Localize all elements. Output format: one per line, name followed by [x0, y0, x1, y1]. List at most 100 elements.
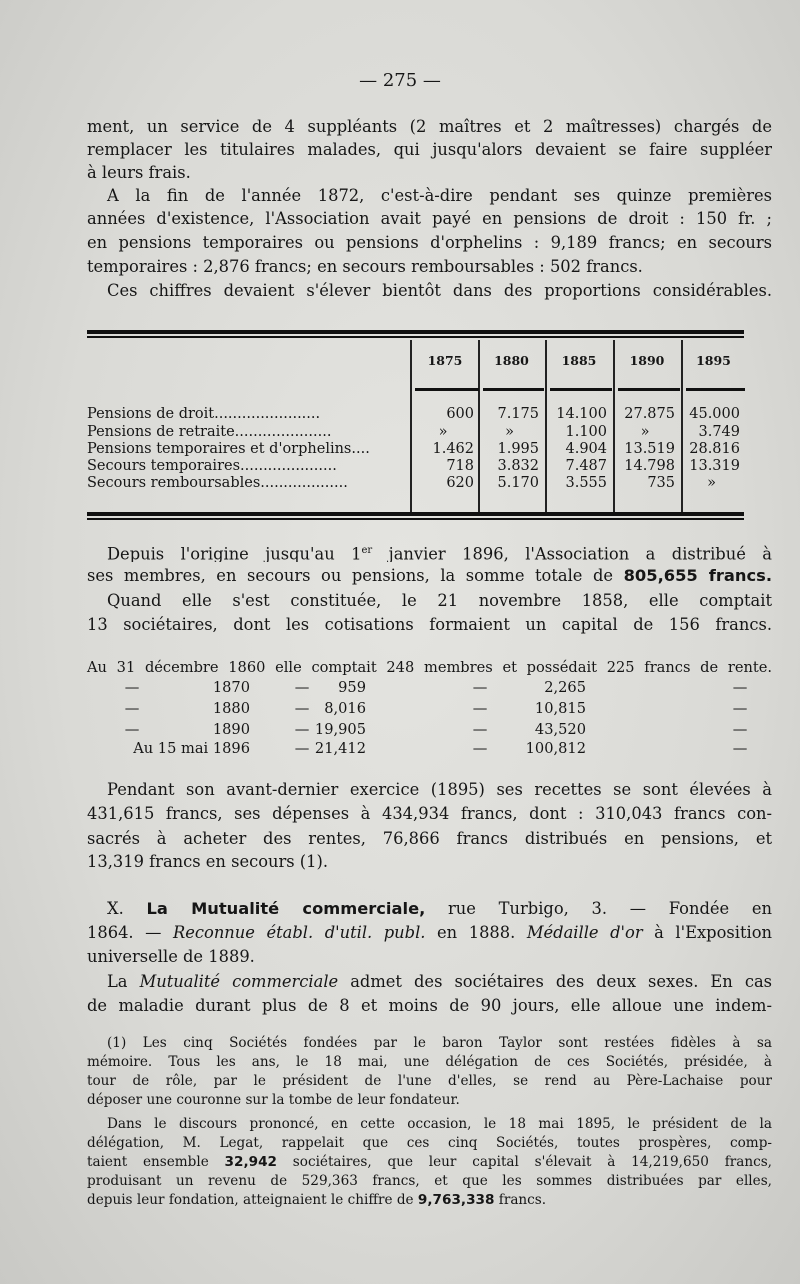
column-header: 1890: [629, 353, 665, 368]
membership-rente: 100,812: [525, 740, 586, 757]
table-top-rule-thin: [87, 336, 744, 338]
table-cell: 3.749: [698, 424, 740, 440]
text-segment: remplacer les titulaires malades, qui ju…: [87, 140, 772, 159]
membership-rente: 10,815: [534, 700, 586, 717]
footnote-line: déposer une couronne sur la tombe de leu…: [87, 1091, 772, 1109]
text-segment: en 1888.: [425, 923, 527, 942]
text-line: La Mutualité commerciale admet des socié…: [87, 971, 772, 993]
row-label: Pensions temporaires et d'orphelins....: [87, 441, 370, 457]
italic-text: Mutualité commerciale: [139, 972, 339, 991]
header-underline: [550, 388, 612, 391]
table-cell: 600: [446, 406, 474, 422]
text-segment: en pensions temporaires ou pensions d'or…: [87, 233, 772, 252]
membership-intro: Au 31 décembre 1860 elle comptait 248 me…: [87, 659, 772, 676]
column-divider: [478, 340, 480, 512]
table-cell: 28.816: [689, 441, 740, 457]
ditto-dash: —: [732, 740, 748, 757]
text-segment: ses membres, en secours ou pensions, la …: [87, 566, 624, 585]
table-cell: 13.319: [689, 458, 740, 474]
text-segment: francs.: [494, 1192, 547, 1208]
table-cell: 735: [647, 475, 675, 491]
table-cell: »: [505, 424, 514, 440]
text-segment: admet des sociétaires des deux sexes. En…: [338, 972, 772, 991]
table-cell: »: [640, 424, 650, 440]
text-line: à leurs frais.: [87, 162, 772, 184]
text-segment: er: [361, 545, 373, 556]
table-cell: 620: [446, 475, 474, 491]
text-segment: Pendant son avant-dernier exercice (1895…: [107, 780, 772, 799]
column-header: 1875: [427, 353, 463, 368]
text-segment: sacrés à acheter des rentes, 76,866 fran…: [87, 829, 772, 848]
footnote-line: Dans le discours prononcé, en cette occa…: [87, 1115, 772, 1137]
header-underline: [686, 388, 745, 391]
italic-text: Médaille d'or: [526, 923, 643, 942]
ditto-dash: —: [294, 721, 310, 738]
table-cell: 1.995: [497, 441, 539, 457]
table-cell: 1.462: [432, 441, 474, 457]
bold-text: 805,655 francs.: [623, 566, 772, 585]
membership-rente: 2,265: [544, 679, 586, 696]
text-line: 431,615 francs, ses dépenses à 434,934 f…: [87, 803, 772, 825]
ditto-dash: —: [124, 721, 140, 738]
column-divider: [681, 340, 683, 512]
text-line: 13,319 francs en secours (1).: [87, 851, 772, 873]
text-segment: A la fin de l'année 1872, c'est-à-dire p…: [107, 186, 772, 205]
text-segment: produisant un revenu de 529,363 francs, …: [87, 1173, 772, 1189]
italic-text: Reconnue établ. d'util. publ.: [173, 923, 426, 942]
table-cell: 27.875: [624, 406, 675, 422]
text-segment: 13,319 francs en secours (1).: [87, 852, 329, 871]
ditto-dash: —: [732, 679, 748, 696]
ditto-dash: —: [472, 721, 488, 738]
header-underline: [483, 388, 544, 391]
page-number: — 275 —: [359, 70, 441, 91]
ditto-dash: —: [472, 700, 488, 717]
text-line: années d'existence, l'Association avait …: [87, 208, 772, 230]
membership-date: 1880: [212, 700, 250, 717]
table-bottom-rule-thin: [87, 518, 744, 520]
text-segment: Quand elle s'est constituée, le 21 novem…: [107, 591, 772, 610]
text-segment: depuis leur fondation, atteignaient le c…: [87, 1192, 418, 1208]
text-line: X. La Mutualité commerciale, rue Turbigo…: [87, 898, 772, 920]
text-segment: La: [107, 972, 140, 991]
column-header: 1880: [494, 353, 529, 368]
ditto-dash: —: [294, 740, 310, 757]
membership-date: 1890: [212, 721, 250, 738]
membership-date: 1870: [212, 679, 250, 696]
text-segment: universelle de 1889.: [87, 947, 255, 966]
text-segment: de maladie durant plus de 8 et moins de …: [87, 996, 772, 1015]
text-segment: 1864. —: [87, 923, 173, 942]
membership-rente: 43,520: [534, 721, 586, 738]
ditto-dash: —: [472, 740, 488, 757]
ditto-dash: —: [124, 679, 140, 696]
column-header: 1885: [561, 353, 597, 368]
text-line: de maladie durant plus de 8 et moins de …: [87, 995, 772, 1017]
table-cell: 1.100: [565, 424, 607, 440]
ditto-dash: —: [472, 679, 488, 696]
text-segment: Dans le discours prononcé, en cette occa…: [107, 1116, 772, 1132]
text-line: en pensions temporaires ou pensions d'or…: [87, 232, 772, 254]
table-bottom-rule: [87, 512, 744, 516]
text-line: temporaires : 2,876 francs; en secours r…: [87, 256, 772, 278]
table-cell: »: [707, 475, 716, 491]
ditto-dash: —: [294, 700, 310, 717]
column-divider: [410, 340, 412, 512]
bold-text: 32,942: [224, 1154, 278, 1170]
text-segment: tour de rôle, par le président de l'une …: [87, 1073, 772, 1089]
text-segment: X.: [107, 899, 147, 918]
ditto-dash: —: [732, 721, 748, 738]
text-line: ment, un service de 4 suppléants (2 maît…: [87, 116, 772, 138]
footnote-line: délégation, M. Legat, rappelait que ces …: [87, 1134, 772, 1156]
table-cell: 45.000: [689, 406, 740, 422]
text-segment: déposer une couronne sur la tombe de leu…: [87, 1092, 460, 1108]
header-underline: [415, 388, 479, 391]
table-cell: 718: [446, 458, 474, 474]
text-line: Quand elle s'est constituée, le 21 novem…: [87, 590, 772, 612]
footnote-line: produisant un revenu de 529,363 francs, …: [87, 1172, 772, 1194]
text-segment: rue Turbigo, 3. — Fondée en: [425, 899, 772, 918]
table-cell: 5.170: [497, 475, 539, 491]
table-cell: »: [438, 424, 448, 440]
text-segment: sociétaires, que leur capital s'élevait …: [277, 1154, 772, 1170]
text-line: Ces chiffres devaient s'élever bientôt d…: [87, 280, 772, 302]
footnote-line: depuis leur fondation, atteignaient le c…: [87, 1191, 772, 1209]
table-cell: 13.519: [624, 441, 675, 457]
